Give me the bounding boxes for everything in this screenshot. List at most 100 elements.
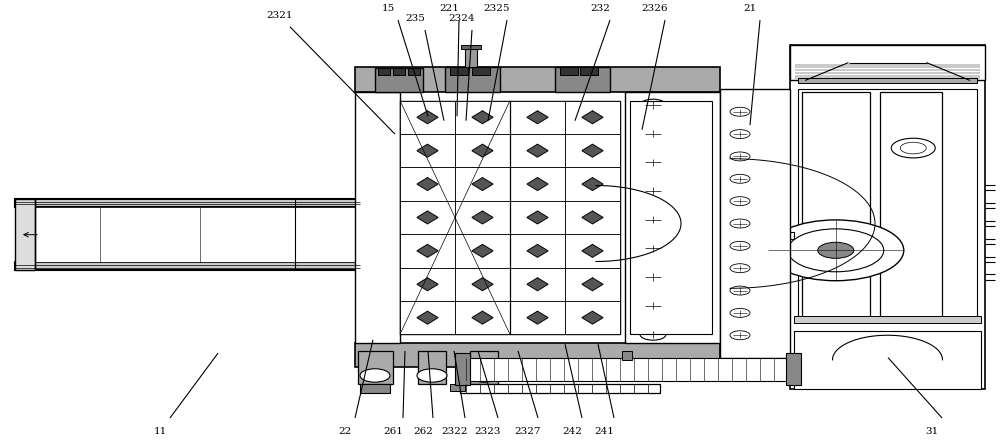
Bar [510, 134, 565, 167]
Polygon shape [582, 178, 603, 190]
Polygon shape [527, 178, 548, 190]
Bar [465, 47, 477, 67]
Polygon shape [417, 311, 438, 324]
Circle shape [640, 329, 666, 340]
Circle shape [730, 219, 750, 228]
Bar [748, 231, 762, 240]
Polygon shape [472, 211, 493, 224]
Bar [355, 343, 720, 367]
Polygon shape [582, 111, 603, 124]
Bar [720, 89, 790, 358]
Circle shape [640, 300, 666, 312]
Bar [445, 67, 500, 92]
Bar [565, 268, 620, 301]
Text: 21: 21 [743, 4, 757, 13]
Polygon shape [527, 278, 548, 291]
Polygon shape [472, 311, 493, 324]
Circle shape [730, 264, 750, 273]
Bar [555, 67, 610, 92]
Bar [455, 268, 510, 301]
Bar [470, 351, 498, 384]
Bar [565, 134, 620, 167]
Circle shape [730, 152, 750, 161]
Circle shape [768, 220, 904, 281]
Bar [510, 301, 565, 334]
Bar [790, 45, 985, 80]
Text: 262: 262 [413, 427, 433, 436]
Bar [790, 45, 985, 389]
Circle shape [730, 130, 750, 139]
Bar [510, 201, 565, 234]
Bar [760, 232, 794, 239]
Bar [786, 353, 801, 385]
Circle shape [730, 331, 750, 340]
Bar [18, 207, 357, 262]
Bar [565, 301, 620, 334]
Polygon shape [472, 144, 493, 157]
Bar [798, 89, 977, 322]
Polygon shape [417, 144, 438, 157]
Polygon shape [472, 278, 493, 291]
Circle shape [640, 99, 666, 111]
Text: 2322: 2322 [442, 427, 468, 436]
Bar [565, 234, 620, 268]
Bar [510, 268, 565, 301]
Polygon shape [527, 111, 548, 124]
Bar [472, 67, 490, 75]
Polygon shape [472, 245, 493, 257]
Polygon shape [417, 278, 438, 291]
Circle shape [640, 128, 666, 139]
Circle shape [730, 308, 750, 317]
Bar [15, 262, 360, 270]
Text: 235: 235 [405, 14, 425, 23]
Bar [565, 101, 620, 134]
Bar [355, 92, 400, 343]
Text: 11: 11 [153, 427, 167, 436]
Bar [455, 101, 510, 134]
Bar [461, 45, 481, 49]
Text: 2324: 2324 [449, 14, 475, 23]
Circle shape [640, 243, 666, 254]
Bar [400, 268, 455, 301]
Bar [400, 301, 455, 334]
Bar [400, 167, 455, 201]
Bar [455, 167, 510, 201]
Circle shape [730, 286, 750, 295]
Text: 2325: 2325 [484, 4, 510, 13]
Polygon shape [472, 111, 493, 124]
Bar [510, 234, 565, 268]
Bar [802, 92, 870, 317]
Bar [455, 353, 470, 385]
Bar [400, 101, 455, 134]
Circle shape [640, 214, 666, 226]
Bar [378, 68, 390, 75]
Polygon shape [417, 111, 438, 124]
Bar [400, 234, 455, 268]
Bar [450, 67, 468, 75]
Polygon shape [527, 245, 548, 257]
Circle shape [818, 242, 854, 258]
Text: 22: 22 [338, 427, 352, 436]
Bar [400, 201, 455, 234]
Bar [15, 199, 360, 207]
Bar [393, 68, 405, 75]
Bar [794, 316, 981, 323]
Circle shape [788, 229, 884, 272]
Text: 15: 15 [381, 4, 395, 13]
Bar [560, 67, 578, 75]
Polygon shape [417, 211, 438, 224]
Polygon shape [582, 278, 603, 291]
Polygon shape [417, 178, 438, 190]
Bar [565, 167, 620, 201]
Circle shape [469, 369, 499, 382]
Bar [408, 68, 420, 75]
Text: 241: 241 [594, 427, 614, 436]
Text: 2326: 2326 [642, 4, 668, 13]
Circle shape [640, 156, 666, 168]
Circle shape [730, 241, 750, 250]
Bar [794, 331, 981, 389]
Bar [622, 351, 632, 360]
Text: 221: 221 [439, 4, 459, 13]
Bar [400, 134, 455, 167]
Circle shape [730, 197, 750, 206]
